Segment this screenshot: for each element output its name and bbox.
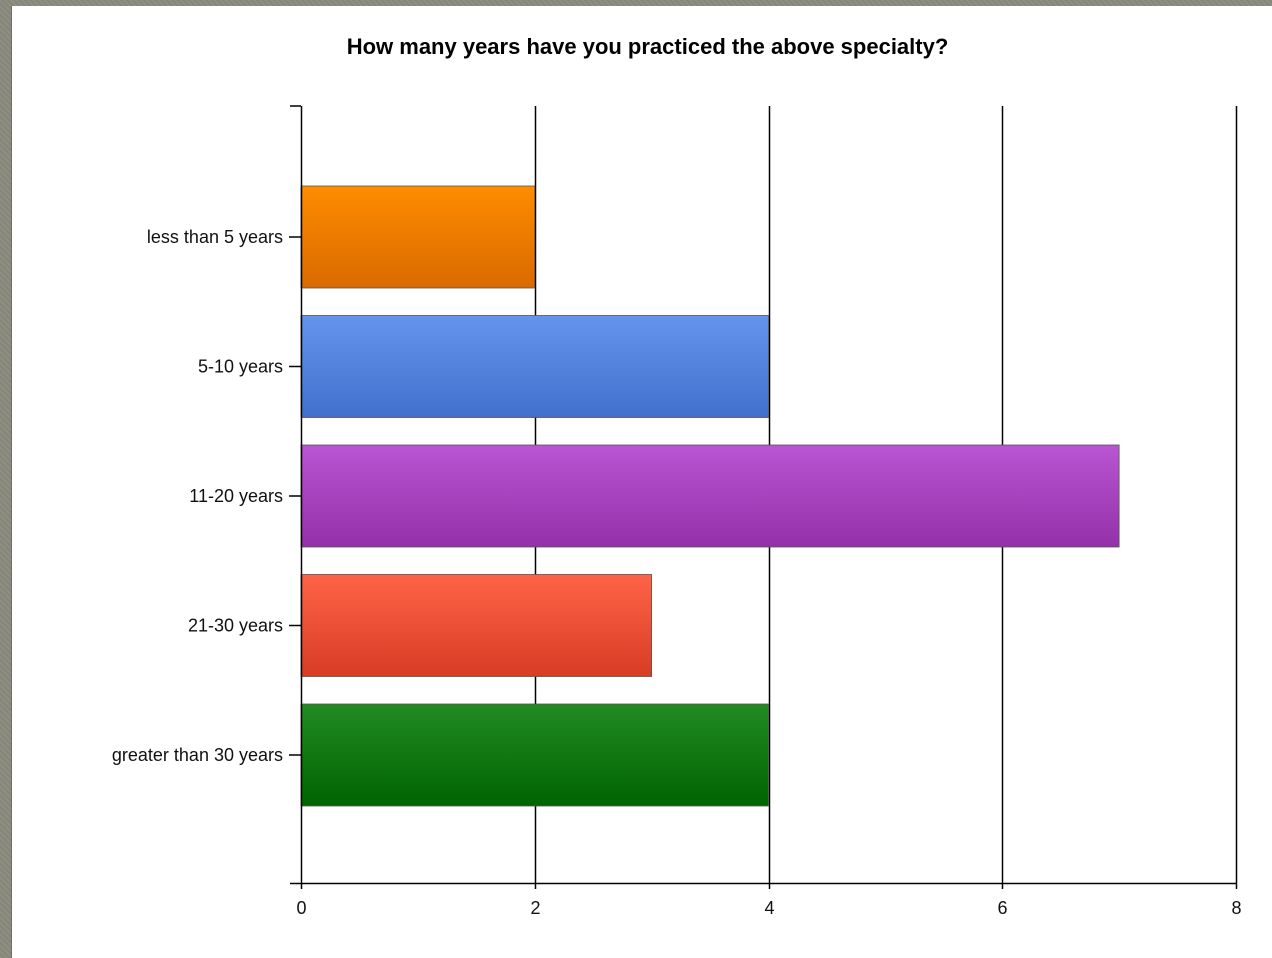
x-tick-label: 8	[1231, 898, 1241, 918]
tick-labels: 0 2 4 6 8 less than 5 years 5-10 years 11-20 ye…	[112, 227, 1242, 918]
bar	[300, 185, 536, 289]
x-tick-label: 2	[530, 898, 540, 918]
axes	[289, 105, 1238, 889]
y-tick-label: greater than 30 years	[112, 745, 283, 765]
bar	[300, 703, 769, 807]
x-tick-label: 0	[296, 898, 306, 918]
x-tick-label: 6	[997, 898, 1007, 918]
bar	[300, 444, 1120, 548]
y-tick-label: 21-30 years	[188, 616, 283, 636]
bars	[300, 185, 1120, 807]
chart-title: How many years have you practiced the ab…	[346, 34, 949, 59]
x-tick-label: 4	[764, 898, 774, 918]
bar	[300, 315, 769, 418]
bar	[300, 574, 653, 677]
y-tick-label: 5-10 years	[198, 357, 283, 377]
y-tick-label: less than 5 years	[147, 227, 283, 247]
y-tick-label: 11-20 years	[189, 486, 283, 506]
